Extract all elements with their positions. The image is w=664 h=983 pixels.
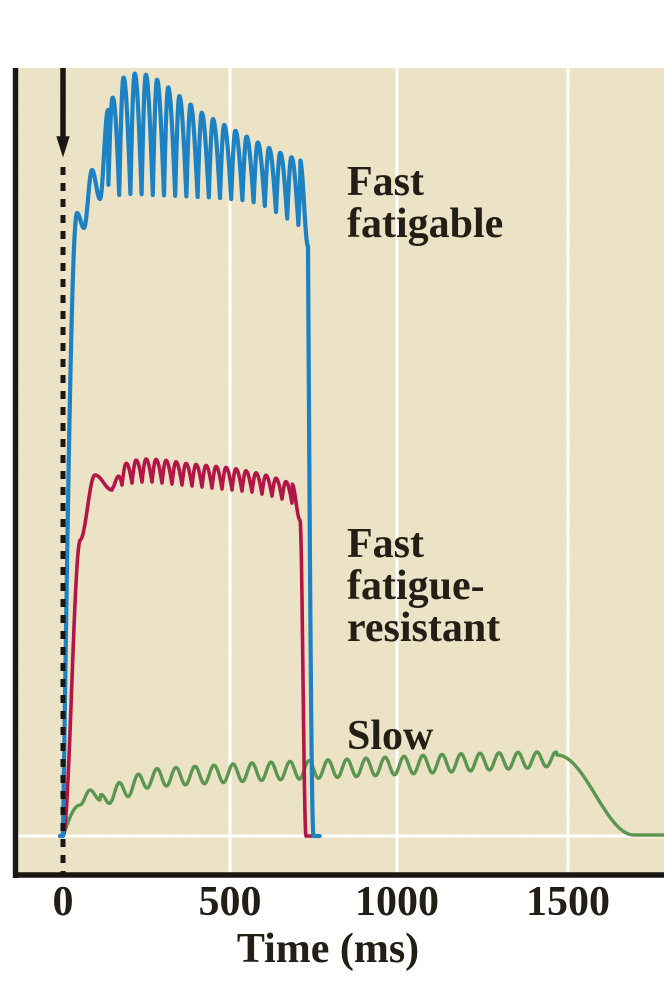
svg-text:1500: 1500 (526, 879, 610, 925)
svg-text:Fast: Fast (347, 521, 424, 567)
svg-text:0: 0 (53, 879, 74, 925)
svg-text:Fast: Fast (347, 159, 424, 205)
svg-text:Slow: Slow (347, 713, 434, 759)
svg-text:1000: 1000 (355, 879, 439, 925)
svg-text:Time (ms): Time (ms) (237, 926, 419, 972)
svg-text:500: 500 (199, 879, 262, 925)
svg-text:resistant: resistant (347, 605, 500, 651)
svg-text:fatigue-: fatigue- (347, 563, 485, 609)
svg-text:fatigable: fatigable (347, 201, 503, 247)
